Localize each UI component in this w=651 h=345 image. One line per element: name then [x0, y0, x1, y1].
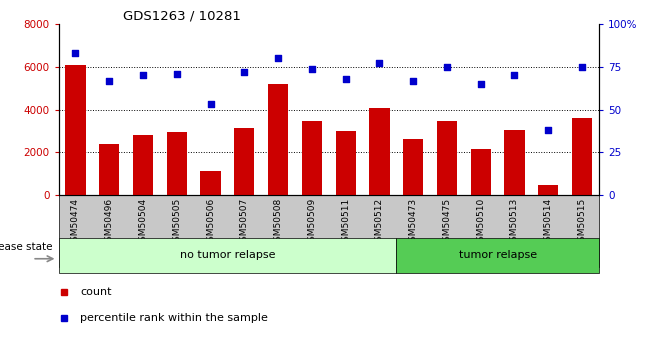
Point [307, 66, 317, 71]
Bar [268, 84, 288, 195]
Text: percentile rank within the sample: percentile rank within the sample [80, 313, 268, 323]
Point [273, 56, 283, 61]
Bar [572, 118, 592, 195]
Point [340, 76, 351, 81]
Bar [99, 144, 119, 195]
Point [205, 102, 215, 107]
Bar [396, 238, 599, 273]
Point [577, 64, 587, 70]
Point [104, 78, 115, 83]
Bar [505, 130, 525, 195]
Point [374, 61, 385, 66]
Bar [437, 121, 457, 195]
Point [70, 50, 81, 56]
Point [442, 64, 452, 70]
Text: disease state: disease state [0, 242, 52, 252]
Text: count: count [80, 287, 112, 297]
Point [138, 72, 148, 78]
Bar [65, 65, 86, 195]
Bar [302, 121, 322, 195]
Point [172, 71, 182, 77]
Bar [234, 128, 255, 195]
Point [475, 81, 486, 87]
Point [543, 127, 553, 133]
Point [239, 69, 249, 75]
Bar [201, 171, 221, 195]
Bar [167, 132, 187, 195]
Point [509, 72, 519, 78]
Text: tumor relapse: tumor relapse [458, 250, 536, 260]
Text: GDS1263 / 10281: GDS1263 / 10281 [124, 10, 242, 23]
Bar [133, 135, 153, 195]
Bar [471, 149, 491, 195]
Bar [59, 238, 396, 273]
Bar [369, 108, 389, 195]
Point [408, 78, 419, 83]
Text: no tumor relapse: no tumor relapse [180, 250, 275, 260]
Bar [538, 185, 559, 195]
Bar [403, 139, 423, 195]
Bar [335, 131, 356, 195]
